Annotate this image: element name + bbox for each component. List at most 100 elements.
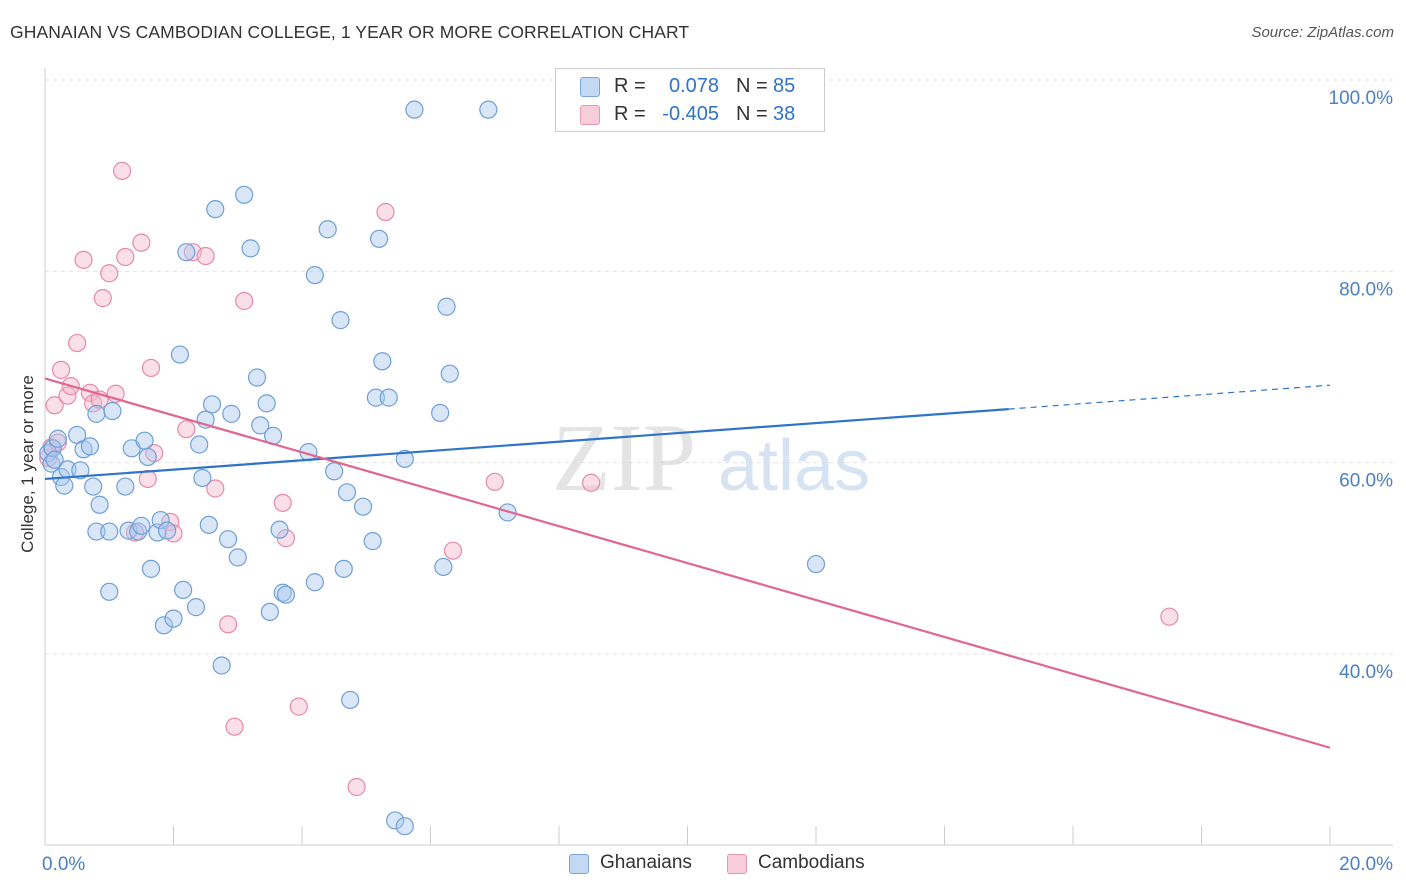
legend-label-cambodians: Cambodians: [758, 852, 865, 873]
ghanaian-point: [154, 616, 173, 635]
legend-swatch-blue: [569, 854, 589, 874]
ghanaian-point: [129, 522, 148, 541]
cambodian-point: [582, 473, 601, 492]
ghanaian-point: [363, 532, 382, 551]
cambodian-point: [347, 777, 366, 797]
correlation-legend: R = 0.078 N = 85 R = -0.405 N = 38: [555, 68, 825, 132]
ghanaian-point: [55, 476, 74, 495]
ghanaian-point: [251, 416, 270, 435]
ghanaian-point: [157, 521, 177, 540]
legend-n-label: N =: [736, 75, 768, 97]
ghanaian-point: [138, 447, 157, 467]
ghanaian-point: [273, 583, 292, 602]
ghanaian-point: [386, 811, 405, 830]
legend-row-cambodians: R = -0.405 N = 38: [556, 101, 824, 127]
cambodian-point: [289, 697, 308, 716]
legend-r-label: R =: [614, 75, 646, 97]
ghanaian-point: [379, 388, 398, 407]
ghanaian-point: [135, 431, 154, 450]
cambodian-point: [58, 386, 77, 405]
legend-label-ghanaians: Ghanaians: [600, 852, 692, 873]
cambodian-point: [68, 333, 87, 353]
ghanaian-point: [247, 368, 267, 387]
ghanaian-point: [206, 200, 225, 219]
cambodian-point: [141, 358, 161, 378]
ghanaian-point: [84, 477, 103, 496]
ghanaian-point: [440, 364, 459, 383]
ghanaian-point: [199, 515, 218, 534]
cambodian-point: [100, 264, 119, 283]
ghanaian-point: [318, 220, 337, 239]
chart-title: GHANAIAN VS CAMBODIAN COLLEGE, 1 YEAR OR…: [10, 22, 690, 42]
cambodian-point: [235, 291, 254, 311]
ghanaian-trend-extension: [1008, 384, 1331, 410]
ghanaian-point: [103, 401, 122, 421]
ghanaian-point: [337, 483, 357, 502]
ghanaian-point: [434, 557, 453, 577]
cambodian-point: [196, 246, 215, 266]
legend-swatch-pink: [580, 105, 600, 125]
ghanaian-point: [177, 243, 196, 262]
ghanaian-point: [151, 510, 170, 530]
cambodian-point: [443, 541, 463, 560]
cambodian-point: [74, 250, 93, 269]
cambodian-point: [225, 717, 244, 736]
axes: [44, 68, 1393, 846]
legend-r-value: 0.078: [668, 75, 719, 97]
cambodian-point: [51, 360, 71, 379]
ghanaian-point: [48, 429, 67, 448]
cambodian-point: [376, 202, 395, 222]
cambodian-point: [116, 247, 135, 267]
ghanaian-point: [405, 100, 424, 119]
ghanaian-point: [228, 548, 247, 567]
ghanaian-point: [370, 229, 389, 248]
watermark: ZIP atlas: [552, 404, 870, 511]
ghanaian-point: [431, 403, 450, 423]
ghanaian-point: [437, 297, 456, 316]
ghanaian-point: [141, 559, 161, 578]
ghanaian-point: [241, 239, 260, 258]
legend-n-label: N =: [736, 103, 768, 125]
ghanaian-point: [90, 495, 109, 514]
ghanaian-point: [186, 598, 206, 617]
ghanaian-trend-line: [44, 407, 1009, 481]
ghanaian-point: [45, 450, 64, 469]
ghanaian-point: [373, 352, 392, 371]
ghanaian-point: [80, 437, 100, 456]
ghanaian-point: [174, 580, 193, 600]
source-credit: Source: ZipAtlas.com: [1251, 24, 1394, 41]
y-tick-label: 40.0%: [1339, 662, 1393, 683]
ghanaian-point: [257, 394, 276, 413]
cambodian-point: [39, 448, 58, 467]
gridlines: [45, 79, 1393, 655]
ghanaian-point: [100, 522, 119, 541]
cambodians-points: [39, 161, 1179, 797]
cambodian-point: [177, 420, 196, 439]
legend-r-value: -0.405: [662, 103, 719, 125]
cambodian-point: [45, 396, 64, 415]
ghanaian-point: [334, 559, 353, 578]
legend-n-value: 85: [773, 75, 796, 97]
ghanaian-point: [202, 395, 222, 414]
ghanaian-point: [395, 817, 414, 836]
y-tick-label: 80.0%: [1339, 279, 1393, 300]
cambodian-point: [485, 472, 504, 491]
ghanaian-point: [132, 516, 151, 535]
ghanaian-point: [353, 497, 373, 516]
ghanaian-point: [325, 462, 344, 481]
legend-row-ghanaians: R = 0.078 N = 85: [556, 73, 824, 99]
legend-swatch-pink: [727, 854, 747, 874]
ghanaian-point: [100, 582, 119, 601]
y-tick-label: 60.0%: [1339, 471, 1393, 492]
ghanaian-point: [212, 656, 231, 675]
ghanaian-point: [341, 690, 360, 710]
cambodian-point: [132, 233, 151, 252]
cambodian-point: [93, 289, 112, 308]
legend-n-value: 38: [773, 103, 796, 125]
ghanaian-point: [270, 520, 289, 539]
ghanaian-point: [87, 404, 106, 423]
ghanaian-point: [71, 461, 90, 480]
watermark-atlas: atlas: [718, 426, 870, 506]
ghanaians-points: [39, 100, 826, 836]
